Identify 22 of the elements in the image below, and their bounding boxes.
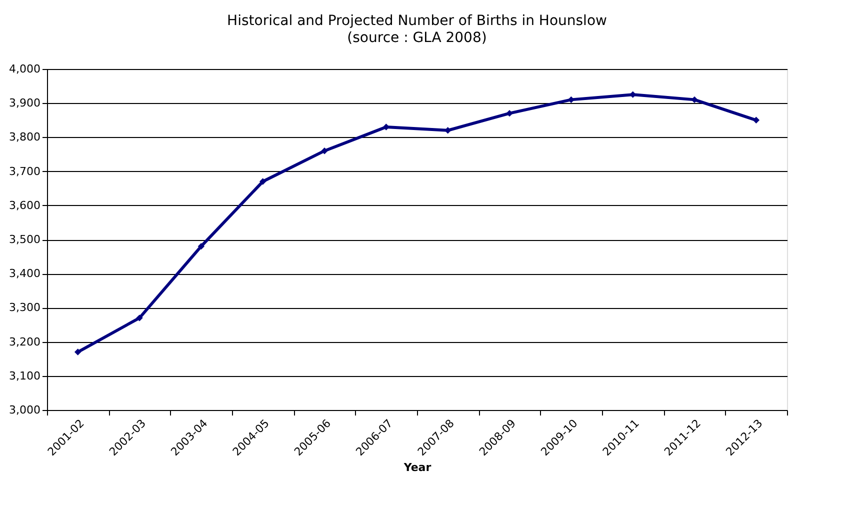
y-tick-label: 4,000 bbox=[9, 62, 40, 76]
chart-title: Historical and Projected Number of Births in Hounslow bbox=[227, 13, 607, 29]
x-axis-title: Year bbox=[402, 460, 432, 474]
point bbox=[198, 242, 205, 250]
point bbox=[321, 147, 328, 154]
chart-subtitle: (source : GLA 2008) bbox=[347, 30, 487, 46]
y-tick-label: 3,700 bbox=[9, 164, 40, 178]
point bbox=[506, 110, 513, 117]
y-tick-label: 3,100 bbox=[9, 369, 40, 382]
point bbox=[691, 96, 698, 104]
y-tick-label: 3,200 bbox=[9, 335, 40, 348]
y-tick-label: 3,300 bbox=[9, 301, 40, 314]
y-tick-label: 3,800 bbox=[9, 130, 40, 144]
y-tick-label: 3,400 bbox=[9, 267, 40, 280]
point bbox=[752, 116, 760, 124]
point bbox=[136, 314, 143, 322]
y-tick-label: 3,900 bbox=[9, 96, 40, 110]
point bbox=[259, 178, 266, 185]
y-tick-label: 3,000 bbox=[9, 404, 40, 416]
y-tick-label: 3,500 bbox=[9, 233, 40, 246]
y-tick-label: 3,600 bbox=[9, 198, 40, 212]
point bbox=[74, 348, 82, 356]
